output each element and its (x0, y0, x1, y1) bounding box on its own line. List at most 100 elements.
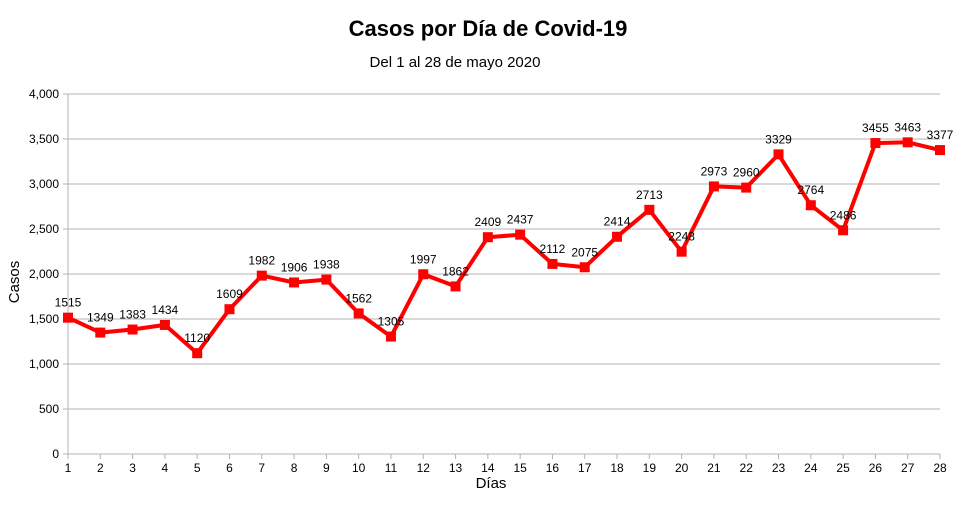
x-tick-label: 21 (707, 461, 721, 475)
data-point (192, 348, 203, 359)
data-label: 1305 (378, 315, 405, 329)
x-tick-label: 24 (804, 461, 818, 475)
y-tick-label: 2,500 (29, 222, 59, 236)
data-point (256, 270, 267, 281)
data-point (482, 232, 493, 243)
y-tick-label: 3,500 (29, 132, 59, 146)
data-label: 3329 (765, 132, 792, 146)
data-point (773, 149, 784, 160)
data-point (805, 200, 816, 211)
x-tick-label: 10 (352, 461, 366, 475)
x-tick-label: 9 (323, 461, 330, 475)
data-label: 2112 (540, 242, 566, 256)
x-tick-label: 25 (836, 461, 850, 475)
series-line (67, 140, 941, 356)
y-tick-label: 3,000 (29, 177, 59, 191)
data-point (385, 331, 396, 342)
data-label: 1862 (442, 264, 469, 278)
x-tick-label: 28 (933, 461, 947, 475)
data-label: 1906 (281, 260, 308, 274)
x-tick-label: 14 (481, 461, 495, 475)
y-tick-label: 4,000 (29, 87, 59, 101)
data-point (870, 138, 881, 149)
data-label: 1562 (345, 291, 372, 305)
series-casos (63, 137, 945, 359)
x-tick-label: 4 (162, 461, 169, 475)
x-tick-label: 16 (546, 461, 560, 475)
x-tick-label: 8 (291, 461, 298, 475)
data-label: 1515 (55, 296, 82, 310)
data-point (159, 319, 170, 330)
data-point (95, 327, 106, 338)
y-axis-label: Casos (6, 261, 23, 304)
data-point (418, 269, 429, 280)
data-point (741, 182, 752, 193)
data-point (935, 145, 945, 156)
data-label: 1383 (119, 308, 146, 322)
x-tick-label: 11 (385, 461, 398, 475)
data-label: 2973 (701, 164, 728, 178)
x-tick-label: 22 (740, 461, 754, 475)
data-point (902, 137, 913, 148)
data-point (127, 324, 138, 335)
data-label: 2960 (733, 166, 760, 180)
x-tick-label: 15 (513, 461, 527, 475)
y-tick-labels: 0 500 1,000 1,500 2,000 2,500 3,000 3,500 4,000 (29, 87, 59, 461)
x-tick-label: 13 (449, 461, 463, 475)
x-tick-label: 6 (226, 461, 233, 475)
data-point (579, 262, 590, 273)
chart-subtitle: Del 1 al 28 de mayo 2020 (369, 54, 541, 71)
data-label: 1982 (248, 254, 275, 268)
data-label: 2764 (797, 183, 824, 197)
y-tick-label: 1,500 (29, 312, 59, 326)
x-tick-label: 18 (610, 461, 624, 475)
x-tick-label: 17 (578, 461, 592, 475)
data-point (450, 281, 461, 292)
data-point (515, 229, 526, 240)
gridlines (68, 93, 940, 455)
data-point (224, 304, 235, 315)
data-label: 2414 (604, 215, 631, 229)
data-label: 3455 (862, 121, 889, 135)
x-tick-label: 7 (258, 461, 265, 475)
axes (63, 93, 941, 459)
y-tick-label: 500 (39, 402, 59, 416)
data-point (547, 258, 558, 269)
x-tick-label: 20 (675, 461, 689, 475)
data-point (708, 181, 719, 192)
x-tick-label: 12 (417, 461, 431, 475)
x-axis-label: Días (476, 475, 507, 492)
x-tick-label: 23 (772, 461, 786, 475)
x-tick-label: 2 (97, 461, 104, 475)
x-tick-label: 5 (194, 461, 201, 475)
x-tick-label: 19 (643, 461, 657, 475)
x-tick-label: 1 (65, 461, 72, 475)
data-label: 2713 (636, 188, 663, 202)
data-point (612, 231, 623, 242)
data-label: 3377 (927, 128, 954, 142)
y-tick-label: 0 (52, 447, 59, 461)
data-label: 1938 (313, 258, 340, 272)
data-label: 2075 (571, 245, 598, 259)
data-point (676, 246, 687, 257)
data-labels: 1515 1349 1383 1434 1120 1609 1982 1906 1938 1562… (55, 120, 954, 345)
data-label: 1349 (87, 311, 114, 325)
y-tick-label: 1,000 (29, 357, 59, 371)
data-label: 2437 (507, 213, 534, 227)
data-point (644, 204, 655, 215)
data-point (838, 225, 849, 236)
chart-title: Casos por Día de Covid-19 (348, 16, 628, 41)
data-label: 2248 (668, 230, 695, 244)
data-label: 1120 (184, 331, 210, 345)
data-point (321, 274, 332, 285)
y-tick-label: 2,000 (29, 267, 59, 281)
data-label: 1997 (410, 252, 437, 266)
data-point (289, 277, 300, 288)
data-label: 2409 (475, 215, 502, 229)
data-label: 1609 (216, 287, 243, 301)
x-tick-labels: 1 2 3 4 5 6 7 8 9 10 11 12 13 14 15 16 17 18 19 20 21 22 23 24 2… (65, 461, 947, 475)
x-tick-label: 27 (901, 461, 915, 475)
data-label: 3463 (894, 120, 921, 134)
x-tick-label: 3 (129, 461, 136, 475)
